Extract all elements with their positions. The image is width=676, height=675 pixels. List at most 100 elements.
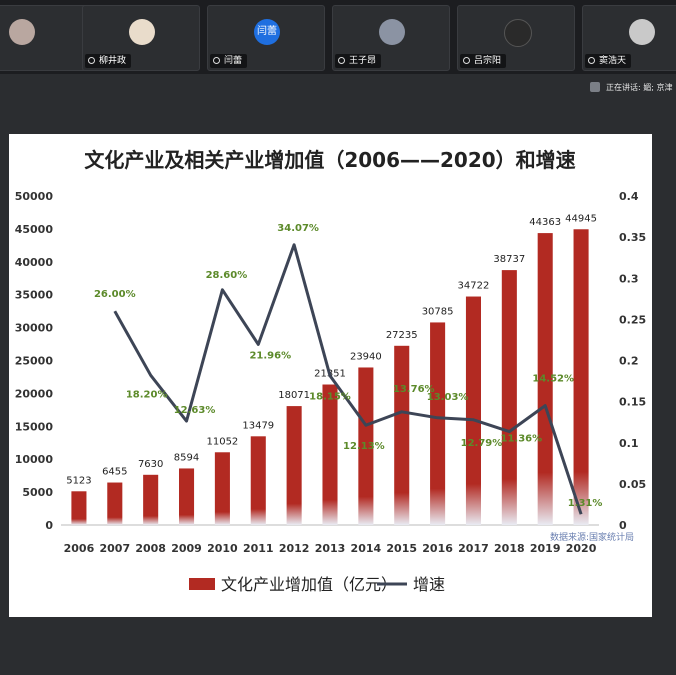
y-tick-label: 0 — [45, 519, 53, 532]
bar-value-label: 8594 — [174, 452, 199, 463]
bar-value-label: 44945 — [565, 213, 597, 224]
participant-name: 闫蕾 — [210, 54, 248, 68]
x-tick-label: 2018 — [494, 542, 525, 555]
y2-tick-label: 0.2 — [619, 355, 639, 368]
x-tick-label: 2007 — [99, 542, 130, 555]
participant-strip: 柳井政 闫蕾 闫蕾 王子昂 吕宗阳 窦浩天 — [0, 0, 676, 74]
avatar — [379, 19, 405, 45]
growth-value-label: 13.76% — [393, 384, 435, 395]
growth-value-label: 21.96% — [249, 350, 291, 361]
bar — [501, 270, 517, 525]
growth-chart: 文化产业及相关产业增加值（2006——2020）和增速 50000 45000 40… — [15, 148, 646, 594]
participant-tile[interactable] — [0, 5, 98, 71]
y2-tick-label: 0.15 — [619, 396, 646, 409]
avatar — [629, 19, 655, 45]
speaker-avatar-icon — [590, 82, 600, 92]
y2-tick-label: 0.1 — [619, 437, 639, 450]
growth-value-label: 14.52% — [532, 374, 574, 385]
bar-value-label: 38737 — [493, 254, 525, 265]
avatar: 闫蕾 — [254, 19, 280, 45]
bar-value-label: 5123 — [66, 475, 91, 486]
y-tick-label: 10000 — [15, 453, 54, 466]
legend-bar-label: 文化产业增加值（亿元） — [221, 575, 397, 594]
bar-value-label: 6455 — [102, 467, 127, 478]
growth-value-label: 18.15% — [309, 392, 351, 403]
x-tick-label: 2006 — [64, 542, 95, 555]
bar-value-label: 18071 — [278, 390, 310, 401]
bar — [430, 322, 446, 525]
y2-tick-label: 0.3 — [619, 272, 639, 285]
chart-title: 文化产业及相关产业增加值（2006——2020）和增速 — [84, 148, 575, 172]
x-tick-label: 2011 — [243, 542, 274, 555]
growth-value-label: 1.31% — [568, 498, 603, 509]
participant-tile[interactable]: 闫蕾 闫蕾 — [207, 5, 325, 71]
y-tick-label: 40000 — [15, 256, 54, 269]
growth-value-label: 11.36% — [501, 434, 543, 445]
legend-bar-swatch — [189, 578, 215, 590]
x-tick-label: 2009 — [171, 542, 202, 555]
bar — [394, 345, 410, 525]
participant-tile[interactable]: 吕宗阳 — [457, 5, 575, 71]
growth-value-label: 12.13% — [343, 441, 385, 452]
participant-name: 窦浩天 — [585, 54, 632, 68]
growth-line — [113, 243, 583, 515]
bar-value-label: 30785 — [422, 306, 454, 317]
growth-value-label: 28.60% — [206, 270, 248, 281]
bar — [573, 229, 589, 525]
growth-value-label: 13.03% — [427, 392, 469, 403]
growth-value-label: 26.00% — [94, 289, 136, 300]
bar-value-label: 7630 — [138, 459, 163, 470]
y-tick-label: 45000 — [15, 223, 54, 236]
y-tick-label: 20000 — [15, 387, 54, 400]
bar — [214, 452, 230, 525]
mic-icon — [338, 57, 345, 64]
bar — [107, 482, 123, 525]
participant-name: 王子昂 — [335, 54, 382, 68]
bar-value-label: 11052 — [206, 436, 238, 447]
bar — [250, 436, 266, 525]
participant-tile[interactable]: 王子昂 — [332, 5, 450, 71]
mic-icon — [588, 57, 595, 64]
y2-tick-label: 0.4 — [619, 190, 639, 203]
participant-tile[interactable]: 窦浩天 — [582, 5, 676, 71]
x-tick-label: 2020 — [566, 542, 597, 555]
growth-value-label: 12.63% — [174, 405, 216, 416]
x-tick-label: 2008 — [135, 542, 166, 555]
bar-value-label: 34722 — [458, 281, 490, 292]
bar — [358, 367, 374, 525]
x-tick-label: 2017 — [458, 542, 489, 555]
legend-line-label: 增速 — [413, 575, 445, 594]
bar — [322, 384, 338, 525]
bar — [286, 406, 302, 525]
x-tick-label: 2015 — [386, 542, 417, 555]
bar-value-label: 44363 — [529, 217, 561, 228]
bar-value-label: 27235 — [386, 330, 418, 341]
y-tick-label: 15000 — [15, 420, 54, 433]
bar — [465, 296, 481, 525]
shared-screen-slide: 文化产业及相关产业增加值（2006——2020）和增速 50000 45000 40… — [9, 134, 652, 617]
avatar — [129, 19, 155, 45]
y2-tick-label: 0.25 — [619, 313, 646, 326]
speaking-indicator: 正在讲话: 媚; 京津 — [590, 80, 672, 96]
x-tick-label: 2019 — [530, 542, 561, 555]
bar — [537, 233, 553, 525]
growth-value-label: 12.79% — [461, 438, 503, 449]
participant-name: 吕宗阳 — [460, 54, 507, 68]
source-note: 数据来源:国家统计局 — [550, 531, 634, 543]
y-tick-label: 50000 — [15, 190, 54, 203]
mic-icon — [213, 57, 220, 64]
avatar — [504, 19, 532, 47]
bar-value-label: 23940 — [350, 351, 382, 362]
mic-icon — [88, 57, 95, 64]
growth-value-label: 34.07% — [277, 223, 319, 234]
avatar — [9, 19, 35, 45]
x-tick-label: 2012 — [279, 542, 310, 555]
bar-value-label: 13479 — [242, 420, 274, 431]
x-tick-label: 2014 — [351, 542, 382, 555]
participant-tile[interactable]: 柳井政 — [82, 5, 200, 71]
y2-tick-label: 0.05 — [619, 478, 646, 491]
x-tick-label: 2016 — [422, 542, 453, 555]
mic-icon — [463, 57, 470, 64]
y2-tick-label: 0 — [619, 519, 627, 532]
x-tick-label: 2013 — [315, 542, 346, 555]
